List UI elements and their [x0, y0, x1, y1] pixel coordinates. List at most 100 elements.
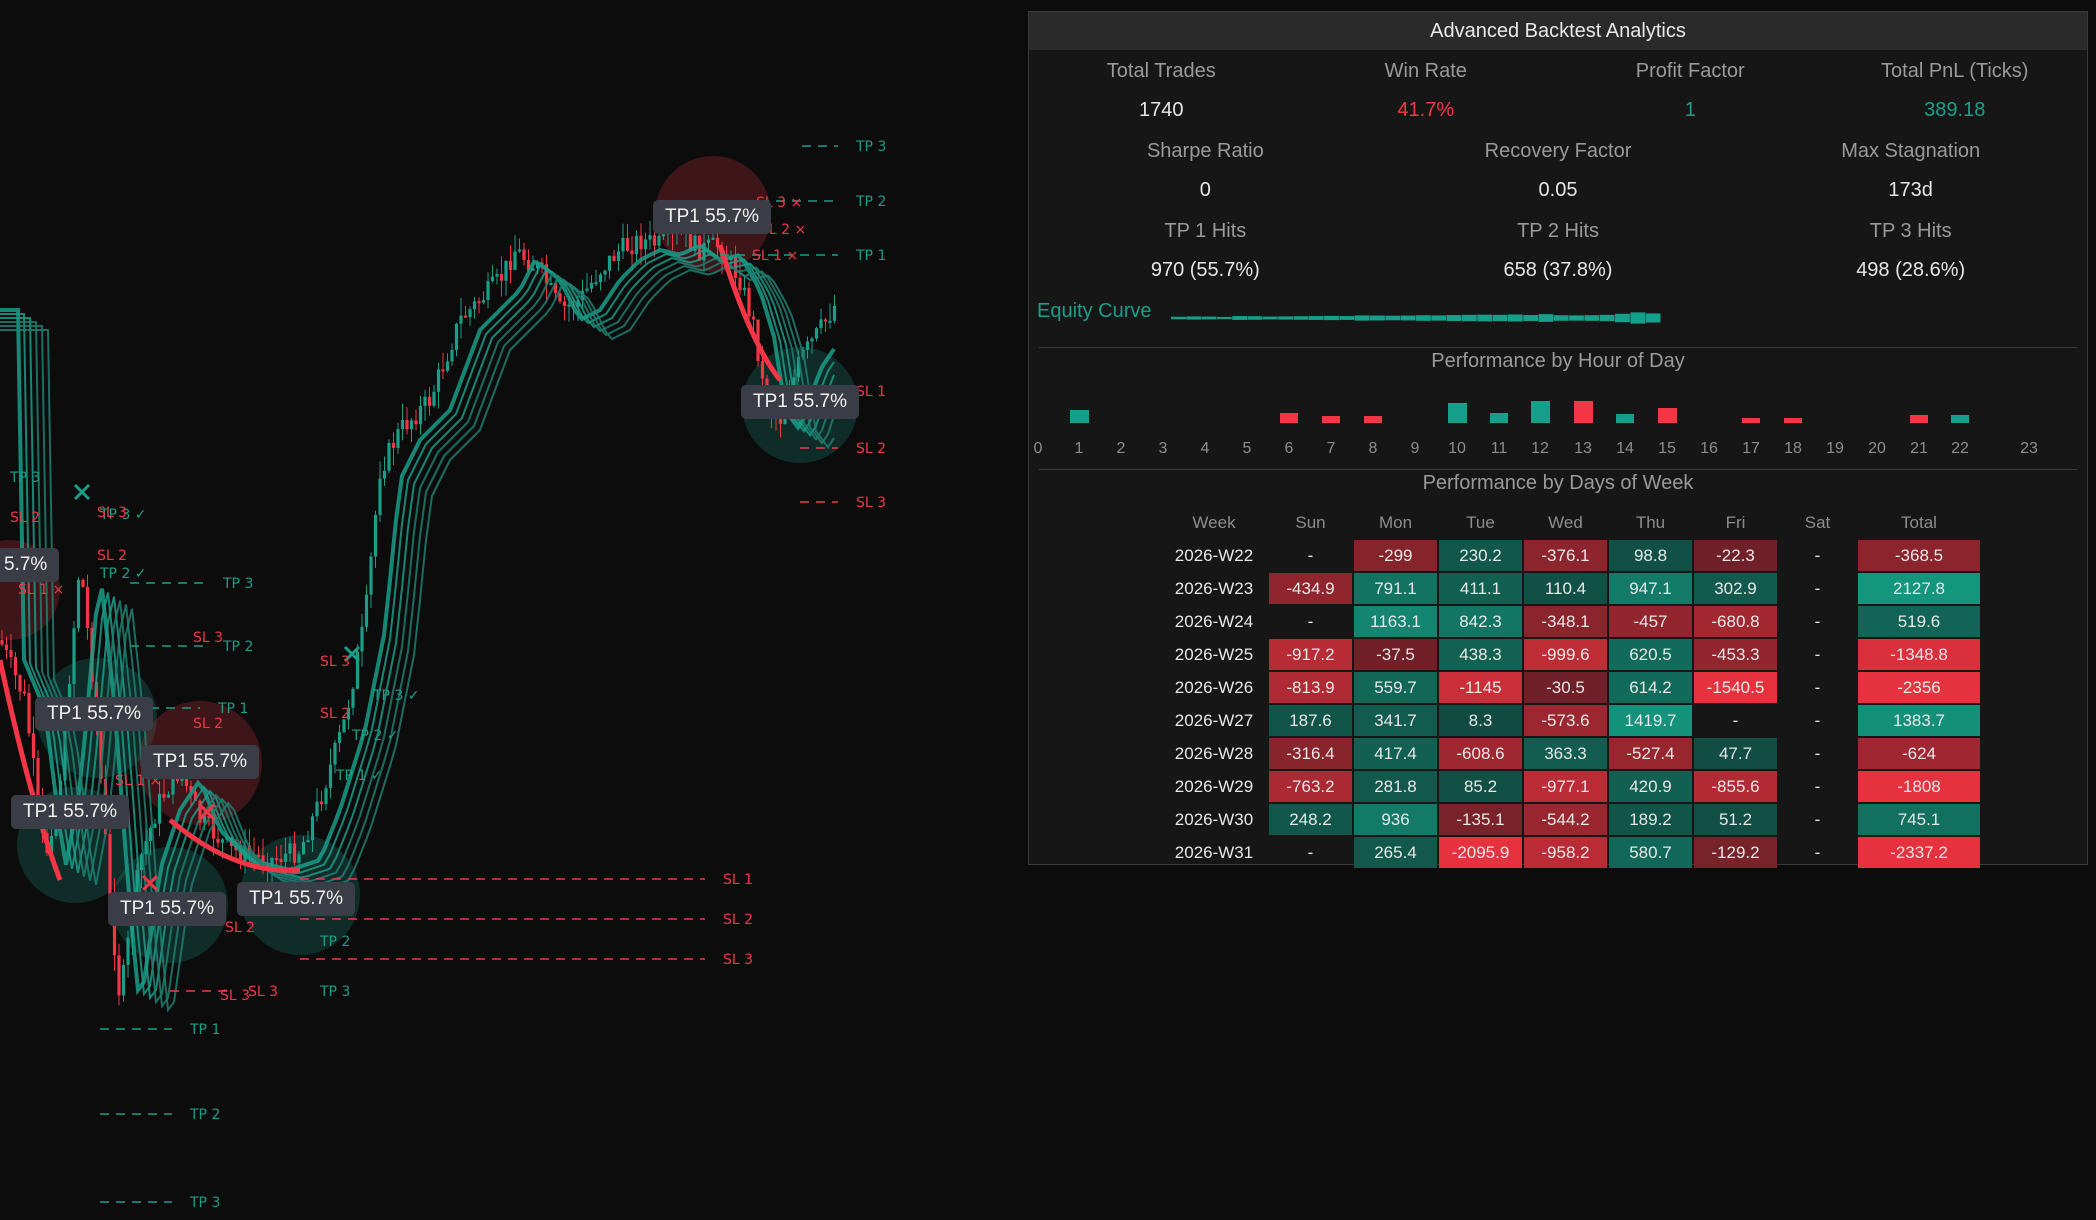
day-cell: 614.2 [1609, 672, 1692, 703]
candle-body [621, 237, 625, 252]
hour-label: 18 [1784, 440, 1802, 457]
candle-body [819, 319, 823, 329]
candle-body [517, 249, 522, 252]
stat-tp2-hits: TP 2 Hits 658 (37.8%) [1382, 220, 1735, 282]
hour-section-title: Performance by Hour of Day [1431, 350, 1685, 372]
candle-body [193, 791, 198, 801]
hour-label: 23 [2020, 440, 2038, 457]
week-cell: 2026-W26 [1174, 677, 1254, 697]
stat-value: 1740 [1139, 99, 1184, 121]
candle-body [301, 841, 306, 855]
day-cell: 51.2 [1694, 804, 1777, 835]
candle-body [760, 360, 765, 379]
trade-signal-marker [141, 874, 159, 892]
candle-body [598, 274, 603, 283]
hour-of-day-chart: 0 1 2 3 4 5 6 7 8 9 10 11 12 13 14 15 16 17 18 19 20 21 22 23 [1034, 390, 2077, 460]
candle-body [823, 319, 828, 322]
chart-canvas[interactable]: TP 3 TP 2 TP 1 SL 1 SL 2 SL 3 SL 1 SL 2 SL 3 TP 1… [0, 0, 1010, 1220]
table-header-cell: Week [1192, 513, 1236, 532]
equity-bar [1599, 314, 1615, 322]
day-cell: 842.3 [1439, 606, 1522, 637]
week-cell: 2026-W22 [1174, 545, 1254, 565]
candle-body [454, 323, 459, 350]
equity-bar [1216, 316, 1232, 320]
equity-bar [1370, 315, 1385, 321]
equity-bar [1461, 314, 1477, 322]
day-cell: -376.1 [1524, 540, 1607, 571]
stat-label: TP 3 Hits [1869, 220, 1952, 242]
hour-bar [1784, 418, 1802, 423]
candle-body [144, 841, 148, 855]
ma-ribbon-line [0, 249, 835, 997]
candle-body [49, 836, 54, 854]
candle-body [18, 675, 22, 692]
day-cell: -457 [1609, 606, 1692, 637]
equity-curve-label: Equity Curve [1037, 300, 1152, 322]
level-label-tp2: TP 2 [189, 1107, 220, 1123]
level-label-sl3: SL 3 [248, 984, 278, 1000]
stat-value: 498 (28.6%) [1856, 259, 1966, 281]
candle-body [328, 764, 333, 789]
candle-body [400, 420, 405, 430]
total-cell: -2337.2 [1858, 837, 1980, 868]
stat-recovery-factor: Recovery Factor 0.05 [1382, 140, 1735, 202]
stats-row-primary: Total Trades 1740 Win Rate 41.7% Profit … [1029, 60, 2087, 122]
day-cell: -135.1 [1439, 804, 1522, 835]
candle-body [693, 235, 697, 251]
equity-bar [1630, 312, 1646, 324]
level-label-sl1x: SL 1 × [18, 582, 64, 598]
table-row: 2026-W27 187.6 341.7 8.3 -573.6 1419.7 - - 1383.… [1161, 705, 1980, 736]
candle-body [387, 442, 391, 471]
day-cell: -680.8 [1694, 606, 1777, 637]
candle-body [607, 255, 612, 271]
total-cell: -1348.8 [1858, 639, 1980, 670]
candle-body [342, 719, 346, 733]
candle-body [63, 715, 67, 781]
day-cell: -977.1 [1524, 771, 1607, 802]
candle-body [531, 268, 535, 271]
candle-body [688, 231, 693, 251]
stat-value: 389.18 [1924, 99, 1986, 121]
level-label-sl3: SL 3 [320, 654, 350, 670]
trade-signal-marker [198, 803, 216, 821]
equity-curve-sparkline [1171, 312, 1661, 324]
price-chart[interactable]: TP 3 TP 2 TP 1 SL 1 SL 2 SL 3 SL 1 SL 2 SL 3 TP 1… [0, 0, 1010, 1220]
stat-win-rate: Win Rate 41.7% [1294, 60, 1559, 122]
candle-body [832, 305, 837, 321]
candle-body [657, 235, 661, 246]
candle-body [76, 579, 81, 629]
hour-label: 21 [1910, 440, 1928, 457]
day-cell: 85.2 [1439, 771, 1522, 802]
day-cell: -434.9 [1269, 573, 1352, 604]
level-label-tp3c: TP 3 ✓ [372, 688, 420, 704]
candle-body [364, 594, 369, 627]
candle-body [162, 793, 166, 798]
candle-body [468, 309, 472, 318]
hour-bar [1951, 415, 1969, 423]
hour-label: 5 [1242, 440, 1252, 457]
candle-body [4, 644, 9, 650]
equity-bar [1308, 316, 1324, 320]
level-label-tp3c: TP 3 ✓ [99, 507, 147, 523]
day-cell: 936 [1354, 804, 1437, 835]
hour-label: 6 [1284, 440, 1294, 457]
equity-bar [1278, 316, 1293, 320]
backtest-analytics-panel: Advanced Backtest Analytics Total Trades… [1028, 11, 2088, 868]
candle-body [576, 300, 580, 308]
table-header-cell: Wed [1548, 513, 1583, 532]
hour-bar [1657, 407, 1677, 423]
level-label-tp2: TP 2 [222, 639, 253, 655]
equity-bar [1523, 315, 1538, 321]
day-cell: 265.4 [1354, 837, 1437, 868]
day-cell: -544.2 [1524, 804, 1607, 835]
hour-label: 22 [1951, 440, 1969, 457]
candle-body [436, 369, 441, 392]
day-cell: 47.7 [1694, 738, 1777, 769]
day-cell: -855.6 [1694, 771, 1777, 802]
candle-body [216, 838, 220, 843]
candle-body [414, 420, 418, 425]
hour-bar [1069, 409, 1089, 423]
stat-value: 41.7% [1397, 99, 1455, 121]
candle-body [648, 235, 652, 240]
hour-bar [1490, 413, 1508, 423]
